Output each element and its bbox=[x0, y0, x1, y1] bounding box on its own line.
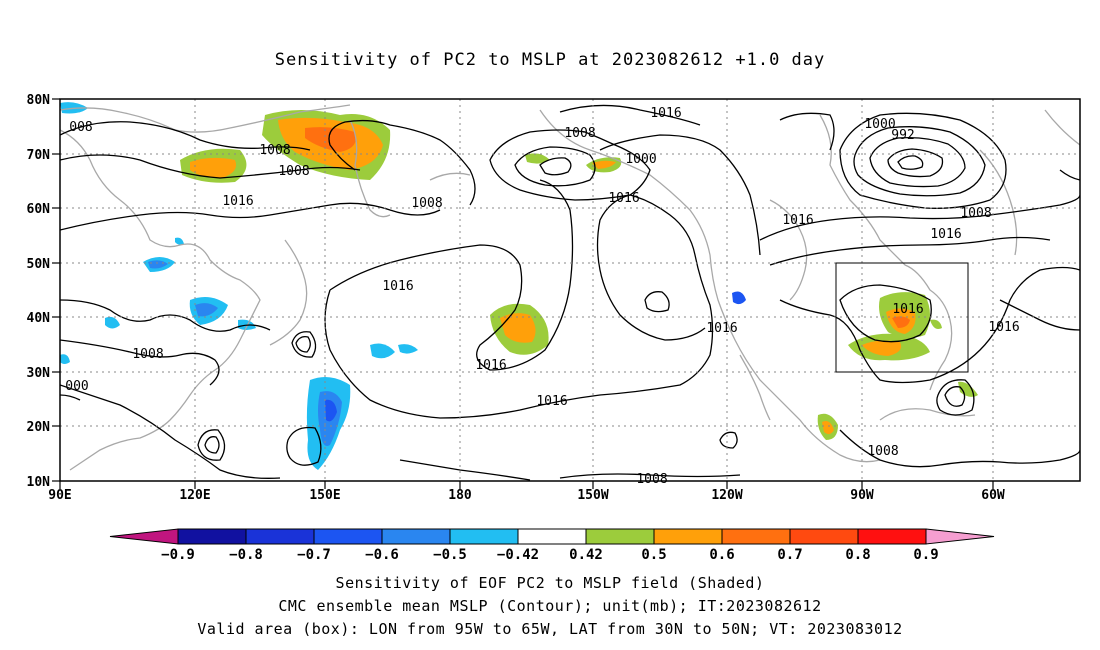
map-frame bbox=[59, 98, 1081, 482]
contour-label: 1016 bbox=[536, 394, 567, 409]
colorbar-label: −0.7 bbox=[297, 547, 331, 563]
colorbar-swatch bbox=[449, 528, 519, 545]
colorbar-label: −0.42 bbox=[497, 547, 539, 563]
longitude-labels: 90E 120E 150E 180 150W 120W 90W 60W bbox=[48, 488, 1005, 503]
contour-label: 1016 bbox=[930, 227, 961, 242]
colorbar-swatch bbox=[721, 528, 791, 545]
contour-label: 000 bbox=[65, 379, 88, 394]
latitude-labels: 80N 70N 60N 50N 40N 30N 20N 10N bbox=[27, 93, 51, 490]
colorbar-label: 0.5 bbox=[641, 547, 666, 563]
contour-label: 1008 bbox=[564, 126, 595, 141]
contour-label-group: 008 1008 1008 1016 1008 1016 1008 1000 1… bbox=[65, 106, 1019, 487]
colorbar-swatch bbox=[653, 528, 723, 545]
caption-shaded: Sensitivity of EOF PC2 to MSLP field (Sh… bbox=[335, 574, 765, 592]
contour-label: 1008 bbox=[278, 164, 309, 179]
lat-label: 30N bbox=[27, 366, 51, 381]
graticule bbox=[60, 99, 1080, 481]
contour-label: 1016 bbox=[706, 321, 737, 336]
contour-label: 1016 bbox=[222, 194, 253, 209]
colorbar-swatch bbox=[585, 528, 655, 545]
lat-label: 50N bbox=[27, 257, 51, 272]
lat-label: 20N bbox=[27, 420, 51, 435]
lat-label: 10N bbox=[27, 475, 51, 490]
contour-label: 1008 bbox=[411, 196, 442, 211]
coastlines bbox=[60, 104, 1080, 471]
colorbar-label: 0.9 bbox=[913, 547, 938, 563]
contour-label: 1008 bbox=[960, 206, 991, 221]
contour-label: 992 bbox=[891, 128, 914, 143]
contour-label: 1000 bbox=[625, 152, 656, 167]
lat-label: 40N bbox=[27, 311, 51, 326]
colorbar-label: −0.8 bbox=[229, 547, 263, 563]
colorbar-label: −0.5 bbox=[433, 547, 467, 563]
lat-label: 70N bbox=[27, 148, 51, 163]
contour-label: 1008 bbox=[259, 143, 290, 158]
colorbar-label: 0.7 bbox=[777, 547, 802, 563]
colorbar-swatch bbox=[245, 528, 315, 545]
colorbar-right-arrow bbox=[925, 528, 995, 545]
contour-label: 1016 bbox=[782, 213, 813, 228]
colorbar-swatch bbox=[789, 528, 859, 545]
colorbar-swatch bbox=[857, 528, 927, 545]
sensitivity-shading bbox=[60, 102, 978, 470]
contour-label: 1016 bbox=[892, 302, 923, 317]
lon-label: 150W bbox=[577, 488, 608, 503]
colorbar-left-arrow bbox=[109, 528, 179, 545]
caption-contour: CMC ensemble mean MSLP (Contour); unit(m… bbox=[278, 597, 822, 615]
valid-area-box bbox=[835, 262, 969, 373]
contour-label: 1008 bbox=[132, 347, 163, 362]
colorbar: −0.9 −0.8 −0.7 −0.6 −0.5 −0.42 0.42 0.5 0.6 0.7 0.… bbox=[109, 528, 995, 563]
caption-valid-area: Valid area (box): LON from 95W to 65W, L… bbox=[197, 620, 903, 638]
colorbar-swatch bbox=[177, 528, 247, 545]
contour-label: 1008 bbox=[867, 444, 898, 459]
lon-label: 90E bbox=[48, 488, 71, 503]
contour-label: 1016 bbox=[988, 320, 1019, 335]
lon-label: 150E bbox=[309, 488, 340, 503]
colorbar-label: 0.6 bbox=[709, 547, 734, 563]
lat-label: 80N bbox=[27, 93, 51, 108]
colorbar-swatch bbox=[313, 528, 383, 545]
axis-ticks bbox=[52, 98, 994, 489]
lat-label: 60N bbox=[27, 202, 51, 217]
colorbar-label: −0.9 bbox=[161, 547, 195, 563]
mslp-contours bbox=[60, 104, 1080, 481]
contour-label: 1016 bbox=[608, 191, 639, 206]
colorbar-label: 0.42 bbox=[569, 547, 603, 563]
colorbar-label: −0.6 bbox=[365, 547, 399, 563]
lon-label: 180 bbox=[448, 488, 472, 503]
contour-label: 1016 bbox=[382, 279, 413, 294]
lon-label: 60W bbox=[981, 488, 1005, 503]
lon-label: 120E bbox=[179, 488, 210, 503]
contour-label: 1016 bbox=[475, 358, 506, 373]
lon-label: 90W bbox=[850, 488, 874, 503]
lon-label: 120W bbox=[711, 488, 742, 503]
colorbar-swatch bbox=[381, 528, 451, 545]
colorbar-label: 0.8 bbox=[845, 547, 870, 563]
contour-label: 1008 bbox=[636, 472, 667, 487]
contour-label: 1000 bbox=[864, 117, 895, 132]
contour-label: 008 bbox=[69, 120, 92, 135]
colorbar-swatch bbox=[517, 528, 587, 545]
contour-label: 1016 bbox=[650, 106, 681, 121]
chart-title: Sensitivity of PC2 to MSLP at 2023082612… bbox=[274, 50, 826, 70]
